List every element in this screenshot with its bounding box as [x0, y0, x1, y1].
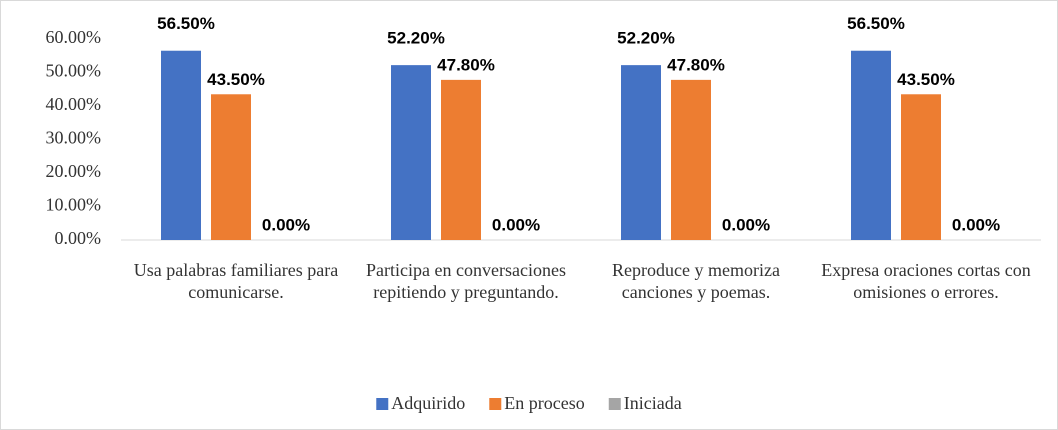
data-label: 56.50% — [847, 14, 905, 33]
bar — [851, 50, 891, 240]
data-label: 52.20% — [387, 29, 445, 48]
y-tick-label: 30.00% — [46, 128, 102, 148]
legend-label: En proceso — [504, 393, 584, 413]
legend-swatch — [376, 398, 389, 410]
y-tick-label: 40.00% — [46, 94, 102, 114]
data-label: 0.00% — [262, 215, 310, 234]
x-tick-label: Reproduce y memoriza canciones y poemas. — [612, 260, 780, 302]
bar — [621, 65, 661, 240]
y-tick-label: 0.00% — [55, 228, 102, 248]
bar — [441, 79, 481, 241]
bar — [161, 50, 201, 240]
legend-label: Iniciada — [624, 393, 682, 413]
bar — [671, 79, 711, 241]
legend-label: Adquirido — [391, 393, 465, 413]
data-label: 56.50% — [157, 14, 215, 33]
data-label: 43.50% — [207, 70, 265, 89]
data-label: 43.50% — [897, 70, 955, 89]
data-label: 0.00% — [492, 215, 540, 234]
y-tick-label: 20.00% — [46, 161, 102, 181]
x-tick-label: Expresa oraciones cortas con omisiones o… — [821, 260, 1031, 302]
legend-swatch — [608, 398, 621, 410]
x-tick-label: Participa en conversaciones repitiendo y… — [366, 260, 566, 302]
bar — [211, 94, 251, 241]
y-tick-label: 10.00% — [46, 195, 102, 215]
bar — [901, 94, 941, 241]
data-label: 52.20% — [617, 29, 675, 48]
legend-swatch — [489, 398, 502, 410]
data-label: 0.00% — [952, 215, 1000, 234]
data-label: 47.80% — [667, 55, 725, 74]
y-tick-label: 50.00% — [46, 61, 102, 81]
y-tick-label: 60.00% — [46, 27, 102, 47]
bar — [391, 65, 431, 240]
data-label: 0.00% — [722, 215, 770, 234]
x-tick-label: Usa palabras familiares para comunicarse… — [133, 260, 339, 302]
data-label: 47.80% — [437, 55, 495, 74]
